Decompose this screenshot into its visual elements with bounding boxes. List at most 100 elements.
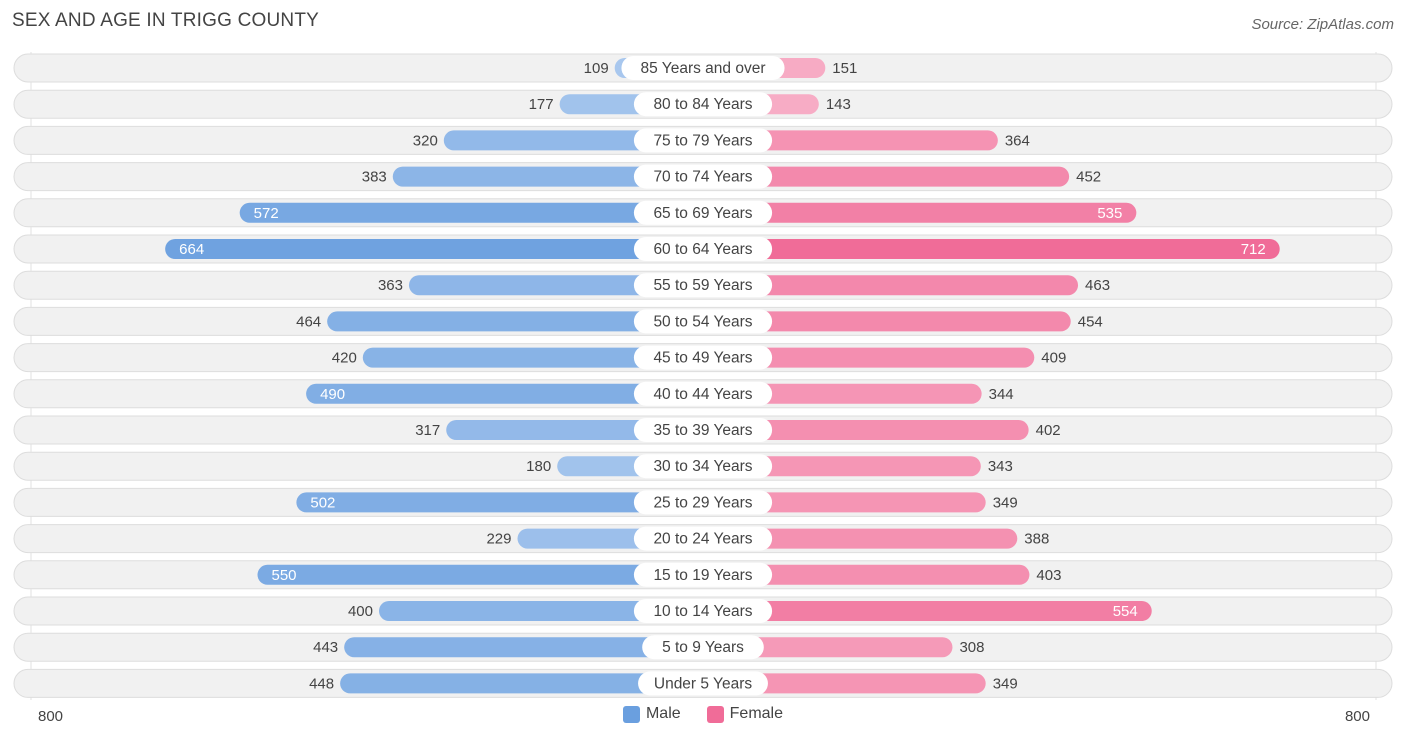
bar-female[interactable]	[703, 673, 986, 694]
age-row: 490 344 40 to 44 Years	[13, 379, 1393, 409]
category-label-pill	[642, 635, 764, 660]
bar-male[interactable]	[379, 601, 703, 621]
age-row: 550 403 15 to 19 Years	[13, 560, 1393, 590]
age-row: 383 452 70 to 74 Years	[13, 162, 1393, 192]
value-label-female: 535	[1097, 205, 1122, 222]
bar-male[interactable]	[296, 492, 703, 513]
bar-male[interactable]	[239, 202, 703, 223]
age-row: 502 349 25 to 29 Years	[13, 487, 1393, 517]
category-label-pill	[633, 599, 773, 623]
category-label: 10 to 14 Years	[653, 603, 752, 620]
legend-item-female[interactable]: Female	[706, 705, 783, 723]
age-row: 420 409 45 to 49 Years	[13, 343, 1393, 373]
value-label-female: 308	[959, 639, 984, 656]
bar-male[interactable]	[408, 275, 703, 296]
legend-swatch-male	[622, 705, 640, 723]
axis-label-left: 800	[38, 708, 64, 725]
bar-female[interactable]	[703, 347, 1035, 368]
value-label-male: 448	[309, 675, 334, 692]
value-label-female: 402	[1036, 422, 1061, 439]
bar-female[interactable]	[703, 202, 1137, 223]
value-label-female: 409	[1041, 350, 1066, 367]
category-label-pill	[633, 345, 773, 370]
age-row: 177 143 80 to 84 Years	[13, 89, 1393, 119]
chart-title: SEX AND AGE IN TRIGG COUNTY	[12, 10, 319, 31]
category-label: 15 to 19 Years	[653, 567, 752, 584]
bar-female[interactable]	[703, 456, 981, 477]
legend-label-male: Male	[645, 705, 681, 722]
category-label: 45 to 49 Years	[653, 350, 752, 367]
value-label-female: 454	[1078, 313, 1103, 330]
bar-male[interactable]	[340, 673, 703, 694]
age-row: 464 454 50 to 54 Years	[13, 306, 1393, 336]
legend-swatch-female	[706, 705, 724, 723]
category-label-pill	[633, 128, 773, 153]
axis-label-right: 800	[1344, 708, 1370, 725]
legend-item-male[interactable]: Male	[622, 705, 681, 723]
value-label-female: 403	[1036, 567, 1061, 584]
bar-male[interactable]	[362, 347, 703, 368]
category-label-pill	[633, 490, 773, 515]
bar-male[interactable]	[257, 564, 704, 585]
category-label-pill	[633, 237, 773, 261]
bar-male[interactable]	[306, 383, 703, 404]
value-label-female: 343	[988, 458, 1013, 475]
value-label-female: 712	[1241, 241, 1266, 258]
chart-svg: 109 151 85 Years and over 177 143 80 to 84 Ye…	[13, 52, 1393, 700]
value-label-female: 388	[1024, 531, 1049, 548]
category-label: 55 to 59 Years	[653, 277, 752, 294]
category-label: 50 to 54 Years	[653, 313, 752, 330]
value-label-female: 349	[993, 494, 1018, 511]
value-label-male: 400	[348, 603, 373, 620]
bar-female[interactable]	[703, 492, 986, 513]
bar-male[interactable]	[165, 239, 703, 259]
legend: Male Female	[0, 705, 1406, 723]
bar-female[interactable]	[703, 311, 1071, 332]
age-row: 448 349 Under 5 Years	[13, 668, 1393, 698]
category-label: 20 to 24 Years	[653, 531, 752, 548]
category-label-pill	[633, 562, 773, 587]
category-label: 60 to 64 Years	[653, 241, 752, 258]
category-label-pill	[633, 92, 773, 117]
category-label: 30 to 34 Years	[653, 458, 752, 475]
value-label-male: 229	[486, 531, 511, 548]
category-label: 25 to 29 Years	[653, 494, 752, 511]
category-label-pill	[638, 671, 768, 696]
category-label: 70 to 74 Years	[653, 169, 752, 186]
bar-male[interactable]	[392, 166, 703, 187]
value-label-male: 109	[584, 60, 609, 77]
bar-male[interactable]	[344, 637, 703, 658]
value-label-male: 502	[310, 494, 335, 511]
age-row: 229 388 20 to 24 Years	[13, 524, 1393, 554]
bar-female[interactable]	[703, 130, 998, 151]
value-label-male: 664	[179, 241, 204, 258]
value-label-female: 344	[989, 386, 1014, 403]
value-label-male: 443	[313, 639, 338, 656]
bar-female[interactable]	[703, 637, 953, 658]
bar-female[interactable]	[703, 564, 1030, 585]
value-label-male: 317	[415, 422, 440, 439]
bar-female[interactable]	[703, 528, 1018, 549]
bar-female[interactable]	[703, 383, 982, 404]
bar-female[interactable]	[703, 420, 1029, 440]
bar-female[interactable]	[703, 239, 1280, 259]
bar-female[interactable]	[703, 601, 1152, 621]
bar-female[interactable]	[703, 275, 1079, 296]
category-label: 65 to 69 Years	[653, 205, 752, 222]
category-label: 80 to 84 Years	[653, 96, 752, 113]
category-label-pill	[633, 418, 773, 442]
value-label-female: 554	[1113, 603, 1138, 620]
value-label-male: 363	[378, 277, 403, 294]
category-label-pill	[633, 526, 773, 551]
age-row: 317 402 35 to 39 Years	[13, 415, 1393, 445]
bar-male[interactable]	[327, 311, 703, 332]
age-row: 572 535 65 to 69 Years	[13, 198, 1393, 228]
bar-female[interactable]	[703, 166, 1070, 187]
value-label-male: 550	[272, 567, 297, 584]
age-row: 109 151 85 Years and over	[13, 53, 1393, 83]
value-label-female: 364	[1005, 132, 1030, 149]
age-row: 664 712 60 to 64 Years	[13, 234, 1393, 264]
value-label-female: 151	[832, 60, 857, 77]
value-label-female: 463	[1085, 277, 1110, 294]
